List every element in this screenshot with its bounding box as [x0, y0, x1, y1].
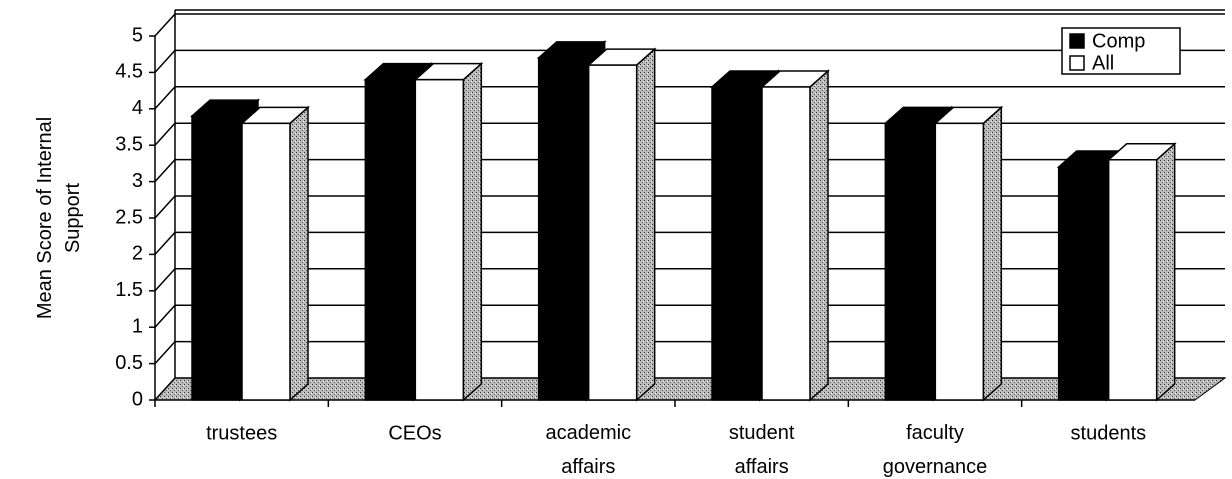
x-tick-label: academic affairs [546, 422, 632, 478]
grid-line [154, 49, 1225, 73]
bar [1107, 159, 1158, 401]
grid-line [154, 304, 1225, 328]
grid-line [154, 195, 1225, 219]
bar-side [635, 47, 656, 402]
bar [711, 86, 761, 401]
legend-swatch [1069, 55, 1085, 71]
bar [364, 78, 415, 401]
y-tick-label: 0 [132, 388, 143, 410]
x-tick-label: CEOs [388, 422, 441, 444]
bar-side [289, 105, 309, 402]
y-tick-label: 2 [132, 243, 143, 265]
legend-swatch [1069, 33, 1085, 49]
y-axis-label-line: Support [62, 183, 84, 253]
y-tick-label: 4.5 [115, 61, 143, 83]
y-tick-label: 2.5 [115, 206, 143, 228]
x-tick-label: students [1071, 422, 1147, 444]
bar [884, 122, 935, 401]
bar-side [462, 62, 483, 402]
grid-line [154, 231, 1225, 255]
grid-line [154, 268, 1225, 292]
y-tick-label: 1.5 [115, 279, 143, 301]
grid-line [154, 158, 1225, 183]
grid-line [154, 340, 1225, 365]
y-tick-label: 3.5 [115, 133, 143, 155]
bar [191, 115, 241, 401]
y-axis-label: Mean Score of Internal Support [34, 117, 84, 319]
grid-line [154, 13, 1225, 37]
bar [1057, 166, 1108, 401]
bar [934, 122, 985, 401]
bar-side [809, 69, 829, 402]
y-tick-label: 3 [132, 170, 143, 192]
bar-side [1155, 142, 1176, 402]
bar [537, 57, 588, 401]
bar [761, 86, 811, 401]
bar [241, 122, 291, 401]
bar [587, 64, 638, 401]
legend-label: Comp [1092, 30, 1145, 52]
y-tick-label: 0.5 [115, 352, 143, 374]
bar-side [982, 105, 1003, 402]
legend-label: All [1092, 52, 1114, 74]
y-tick-label: 4 [132, 97, 143, 119]
x-tick-label: student affairs [729, 422, 795, 478]
x-tick-label: faculty governance [883, 422, 988, 478]
y-axis-label-line: Mean Score of Internal [34, 117, 56, 319]
y-tick-label: 5 [132, 24, 143, 46]
x-tick-label: trustees [206, 422, 277, 444]
grid-line [154, 122, 1225, 146]
grid-line [154, 86, 1225, 110]
bar [414, 78, 465, 401]
y-tick-label: 1 [132, 315, 143, 337]
grid-line [154, 377, 1225, 401]
